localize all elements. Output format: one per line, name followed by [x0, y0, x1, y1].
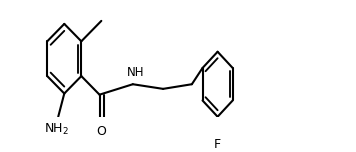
Text: NH: NH [127, 66, 145, 79]
Text: F: F [214, 138, 221, 151]
Text: O: O [96, 125, 106, 138]
Text: NH$_2$: NH$_2$ [44, 122, 69, 137]
